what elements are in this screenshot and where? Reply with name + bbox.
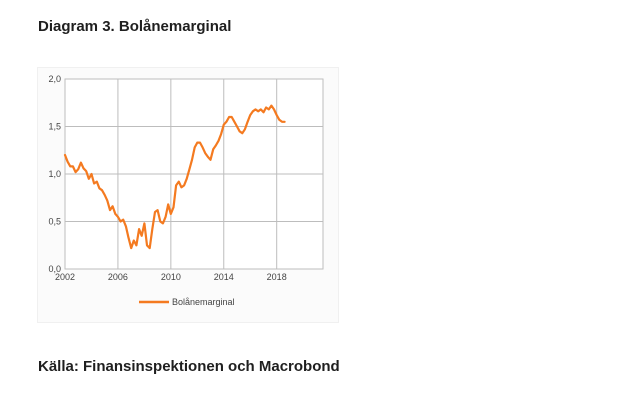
x-tick-label: 2002 xyxy=(55,272,75,282)
source-note: Källa: Finansinspektionen och Macrobond xyxy=(38,358,340,375)
gridlines xyxy=(65,79,323,269)
y-tick-label: 0,0 xyxy=(48,264,61,274)
x-tick-label: 2014 xyxy=(214,272,234,282)
x-tick-label: 2018 xyxy=(267,272,287,282)
x-tick-label: 2006 xyxy=(108,272,128,282)
series-line-bolanemarginal xyxy=(63,104,286,250)
y-axis-ticks: 0,0 0,5 1,0 1,5 2,0 xyxy=(48,74,61,274)
x-tick-label: 2010 xyxy=(161,272,181,282)
line-chart: 0,0 0,5 1,0 1,5 2,0 2002 2006 2010 2014 2018 Bol… xyxy=(48,74,324,307)
series-lines xyxy=(63,104,286,250)
chart-figure: 0,0 0,5 1,0 1,5 2,0 2002 2006 2010 2014 2018 Bol… xyxy=(37,67,339,323)
y-tick-label: 0,5 xyxy=(48,217,61,227)
page-title: Diagram 3. Bolånemarginal xyxy=(38,18,232,35)
legend-label: Bolånemarginal xyxy=(172,297,235,307)
x-axis-ticks: 2002 2006 2010 2014 2018 xyxy=(55,272,287,282)
y-tick-label: 2,0 xyxy=(48,74,61,84)
y-tick-label: 1,0 xyxy=(48,169,61,179)
legend: Bolånemarginal xyxy=(139,297,235,307)
y-tick-label: 1,5 xyxy=(48,122,61,132)
